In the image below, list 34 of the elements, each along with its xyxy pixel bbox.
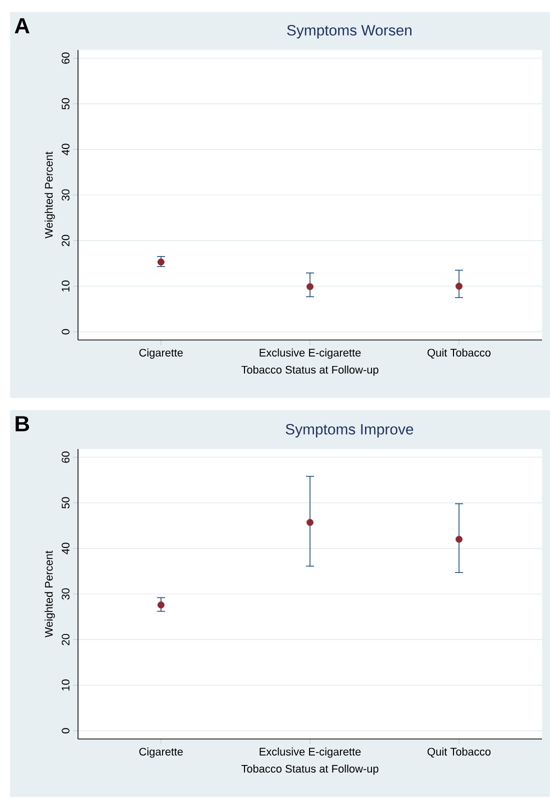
y-tick-label: 40 bbox=[62, 542, 70, 554]
chart-title: Symptoms Improve bbox=[286, 424, 414, 438]
y-tick-label: 20 bbox=[62, 234, 70, 246]
point bbox=[158, 601, 164, 608]
x-tick-label: Quit Tobacco bbox=[428, 348, 491, 359]
y-tick-label: 60 bbox=[62, 452, 70, 463]
x-tick-label: Cigarette bbox=[139, 348, 183, 359]
point bbox=[456, 536, 463, 543]
text: A bbox=[14, 18, 30, 34]
y-tick-label: 0 bbox=[62, 728, 70, 734]
y-tick-label: 60 bbox=[62, 52, 70, 64]
y-tick-label: 30 bbox=[62, 189, 70, 201]
y-tick-label: 20 bbox=[62, 634, 70, 646]
y-tick-label: 10 bbox=[62, 280, 70, 292]
x-axis-title: Tobacco Status at Follow-up bbox=[241, 764, 378, 775]
point bbox=[306, 518, 314, 526]
y-tick-label: 30 bbox=[62, 588, 70, 600]
y-axis-title: Weighted Percent bbox=[44, 152, 55, 238]
x-tick-label: Exclusive E-cigarette bbox=[260, 748, 361, 758]
y-tick-label: 50 bbox=[62, 98, 70, 110]
chart-title: Symptoms Worsen bbox=[287, 24, 412, 38]
point bbox=[158, 258, 164, 266]
point bbox=[456, 282, 463, 290]
y-tick-label: 0 bbox=[62, 329, 70, 334]
x-tick-label: Exclusive E-cigarette bbox=[260, 348, 361, 359]
x-axis-title: Tobacco Status at Follow-up bbox=[241, 366, 378, 376]
y-axis-title: Weighted Percent bbox=[44, 550, 55, 638]
x-tick-label: Cigarette bbox=[139, 748, 183, 758]
x-tick-label: Quit Tobacco bbox=[428, 748, 491, 758]
y-tick-label: 50 bbox=[62, 497, 70, 508]
point bbox=[306, 283, 314, 290]
y-tick-label: 40 bbox=[62, 144, 70, 156]
y-tick-label: 10 bbox=[62, 680, 70, 690]
text: B bbox=[16, 416, 30, 432]
